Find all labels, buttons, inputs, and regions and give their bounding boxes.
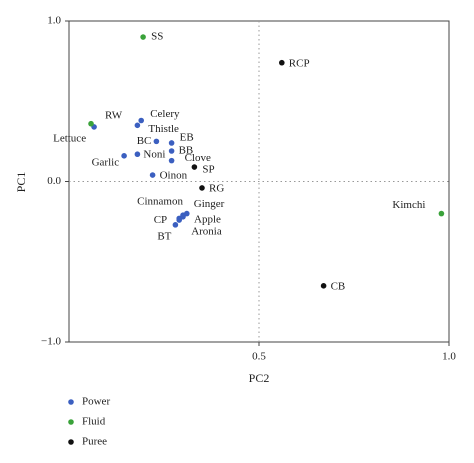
point [279, 59, 285, 66]
y-tick-label: −1.0 [41, 336, 61, 348]
point-label: BT [157, 230, 171, 242]
point-label: BC [137, 135, 152, 147]
legend-label: Puree [82, 436, 107, 448]
point [172, 222, 179, 228]
legend-marker [68, 439, 74, 445]
legend-label: Fluid [82, 416, 106, 428]
y-tick-label: 0.0 [47, 175, 61, 187]
point [199, 185, 205, 191]
x-tick-label: 0.5 [252, 351, 266, 363]
point [168, 148, 175, 154]
point [184, 210, 190, 217]
point-label: Apple [194, 213, 221, 225]
point [438, 210, 445, 217]
point [168, 140, 175, 146]
point-label: CP [154, 214, 167, 226]
point-label: Kimchi [392, 199, 425, 211]
point-label: BB [179, 145, 194, 157]
point-label: CB [331, 280, 346, 292]
legend-marker [68, 419, 74, 425]
point-label: Oinon [160, 170, 188, 182]
point-label: Ginger [194, 198, 225, 210]
point [168, 157, 175, 164]
legend-label: Power [82, 396, 110, 408]
x-tick-label: 1.0 [442, 351, 456, 363]
point [140, 34, 146, 40]
point-label: RW [105, 109, 123, 121]
point [121, 153, 127, 159]
legend-marker [68, 399, 74, 405]
point-label: Garlic [92, 156, 120, 168]
point-label: RCP [289, 57, 310, 69]
point [88, 120, 94, 127]
point-label: SS [151, 31, 163, 43]
point-label: EB [180, 132, 194, 144]
point [191, 164, 198, 170]
point-label: Cinnamon [137, 196, 183, 208]
point-label: Thistle [148, 123, 179, 135]
y-tick-label: 1.0 [47, 15, 61, 27]
point-label: RG [209, 182, 224, 194]
point-label: Lettuce [53, 132, 86, 144]
y-axis-title: PC1 [14, 172, 28, 193]
point [180, 214, 186, 220]
point-label: SP [202, 164, 214, 176]
point [134, 151, 141, 158]
point-label: Aronia [191, 226, 222, 238]
x-axis-title: PC2 [249, 371, 270, 385]
point-label: Celery [150, 108, 180, 120]
point [134, 122, 141, 129]
point [320, 283, 327, 289]
point [149, 172, 156, 178]
point-label: Clove [185, 152, 211, 164]
point [153, 138, 160, 145]
point-label: Noni [143, 149, 165, 161]
point [138, 117, 144, 124]
point [176, 217, 182, 223]
